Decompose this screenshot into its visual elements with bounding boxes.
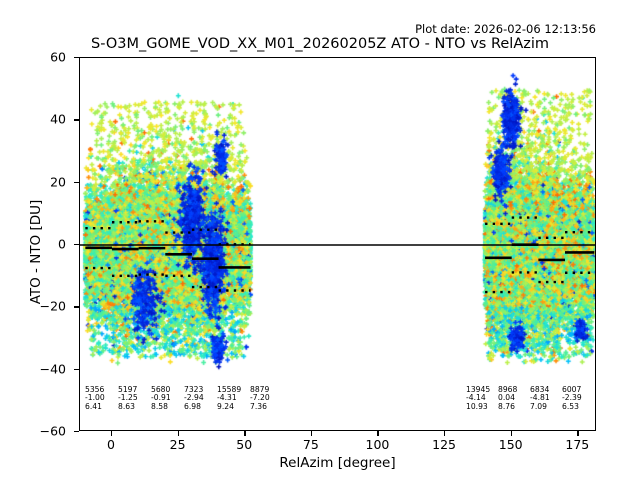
stat-value: -2.39 — [562, 393, 582, 403]
x-tick-mark — [110, 431, 113, 436]
x-tick-label: 125 — [432, 437, 457, 452]
stat-value: -4.14 — [466, 393, 486, 403]
y-tick-mark — [74, 57, 79, 59]
stat-value: 7.09 — [530, 401, 547, 411]
plot-frame — [79, 57, 596, 431]
x-tick-label: 100 — [365, 437, 390, 452]
x-tick-mark — [310, 431, 313, 436]
stat-stdev-row: 10.93 8.76 7.09 6.53 — [466, 401, 594, 411]
statistics-text-right: 13945 8968 6834 6007 -4.14 0.04 -4.81 -2.39 10.9… — [466, 385, 594, 411]
y-tick-label: 40 — [50, 111, 66, 127]
x-axis-label: RelAzim [degree] — [279, 455, 396, 471]
stat-value: 13945 — [466, 385, 491, 394]
stat-value: 8879 — [250, 385, 270, 394]
plot-date-label: Plot date: 2026-02-06 12:13:56 — [415, 22, 596, 36]
x-tick-mark — [177, 431, 179, 436]
stat-stdev-row: 6.41 8.63 8.58 6.98 9.24 7.36 — [85, 401, 283, 411]
stat-value: 5197 — [118, 385, 138, 394]
y-tick-mark — [74, 181, 79, 183]
stat-value: -7.20 — [250, 393, 270, 403]
stat-value: 9.24 — [217, 401, 234, 411]
stat-value: 5356 — [85, 385, 105, 394]
x-tick-mark — [377, 431, 379, 436]
statistics-text-left: 5356 5197 5680 7323 15589 8879 -1.00 -1.25 -0.91… — [85, 385, 283, 411]
y-tick-label: −40 — [39, 361, 66, 377]
y-tick-label: 0 — [58, 236, 66, 252]
page-title: S-O3M_GOME_VOD_XX_M01_20260205Z ATO - NT… — [90, 36, 550, 52]
stat-value: 7323 — [184, 385, 204, 394]
scatter-points-layer — [80, 58, 595, 430]
stat-value: 6834 — [530, 385, 550, 394]
stat-value: -4.81 — [530, 393, 550, 403]
stat-value: 8968 — [498, 385, 518, 394]
stat-value: 6.41 — [85, 401, 102, 411]
stat-value: -2.94 — [184, 393, 204, 403]
stat-value: 6007 — [562, 385, 582, 394]
x-tick-mark — [244, 431, 246, 436]
stat-mean-row: -1.00 -1.25 -0.91 -2.94 -4.31 -7.20 — [85, 393, 283, 403]
stat-value: -1.00 — [85, 393, 105, 403]
y-tick-mark — [74, 306, 79, 308]
stat-value: 5680 — [151, 385, 171, 394]
stat-value: 10.93 — [466, 401, 488, 411]
statistics-lines-layer — [80, 216, 595, 294]
y-tick-label: −60 — [39, 423, 66, 439]
stat-value: 15589 — [217, 385, 242, 394]
stat-mean-row: -4.14 0.04 -4.81 -2.39 — [466, 393, 594, 403]
y-tick-mark — [74, 244, 79, 246]
x-tick-label: 75 — [302, 437, 319, 452]
stat-value: -1.25 — [118, 393, 138, 403]
stat-count-row: 13945 8968 6834 6007 — [466, 385, 594, 394]
x-tick-mark — [577, 431, 579, 436]
stat-value: 6.98 — [184, 401, 201, 411]
x-tick-mark — [444, 431, 446, 436]
y-tick-label: −20 — [39, 298, 66, 314]
x-tick-label: 25 — [169, 437, 186, 452]
stat-value: 8.63 — [118, 401, 135, 411]
stat-value: 0.04 — [498, 393, 515, 403]
x-tick-label: 0 — [106, 437, 115, 452]
y-tick-mark — [74, 431, 79, 433]
x-tick-label: 175 — [565, 437, 590, 452]
stat-value: -4.31 — [217, 393, 237, 403]
x-tick-mark — [510, 431, 513, 436]
stat-value: 6.53 — [562, 401, 579, 411]
x-tick-label: 50 — [236, 437, 253, 452]
stat-value: 7.36 — [250, 401, 267, 411]
stat-count-row: 5356 5197 5680 7323 15589 8879 — [85, 385, 283, 394]
y-tick-label: 60 — [50, 49, 66, 65]
stat-value: 8.76 — [498, 401, 515, 411]
x-tick-label: 150 — [498, 437, 523, 452]
y-tick-mark — [74, 368, 79, 370]
y-tick-mark — [74, 119, 79, 121]
y-tick-label: 20 — [50, 174, 66, 190]
stat-value: -0.91 — [151, 393, 171, 403]
stat-value: 8.58 — [151, 401, 168, 411]
